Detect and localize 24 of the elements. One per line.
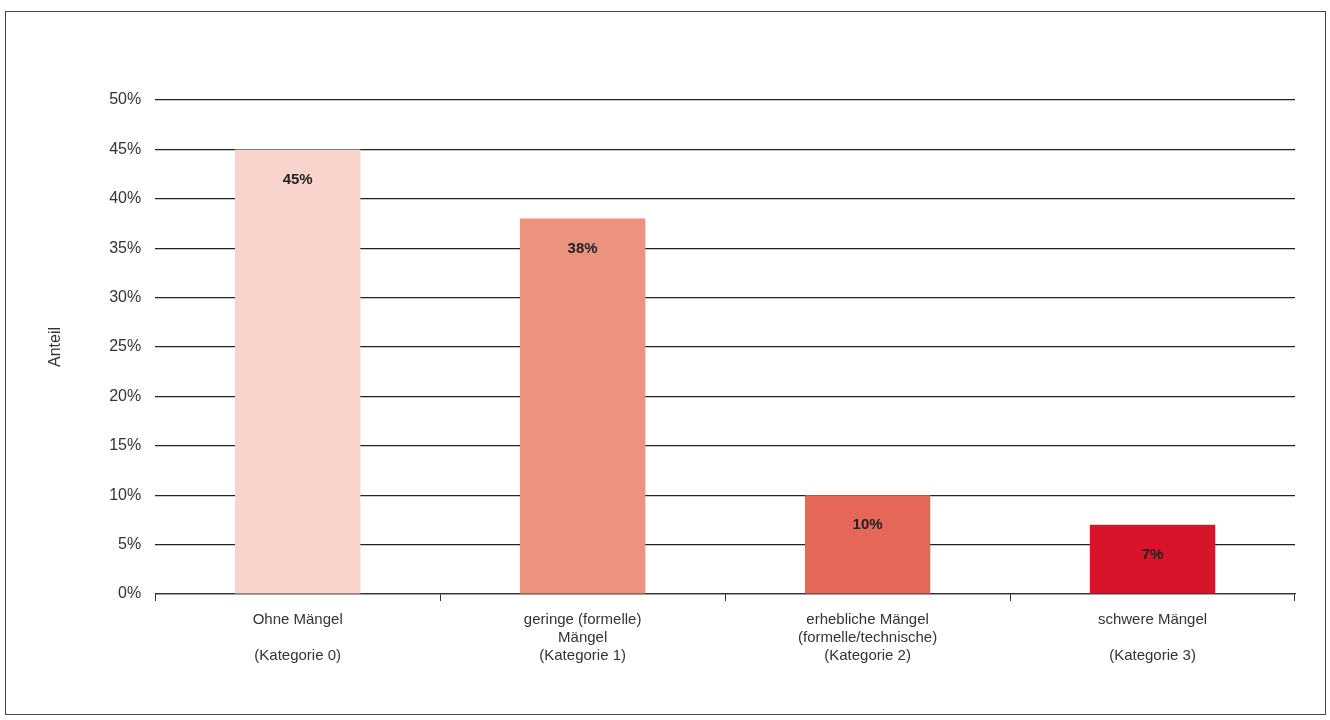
category-label: schwere Mängel (Kategorie 3)	[1097, 610, 1208, 664]
bar	[804, 495, 931, 594]
category-label: Ohne Mängel (Kategorie 0)	[252, 610, 343, 664]
bar	[1089, 524, 1216, 594]
x-tick-label: erhebliche Mängel (formelle/technische) (Kategorie 2)	[797, 610, 938, 664]
y-tick-label: 0%	[118, 584, 142, 602]
bar	[519, 218, 646, 594]
y-tick-label: 20%	[109, 386, 142, 404]
data-label: 45%	[282, 169, 313, 187]
bar	[235, 149, 361, 594]
x-tick-label: geringe (formelle) Mängel (Kategorie 1)	[523, 610, 642, 664]
y-tick-label: 45%	[109, 139, 142, 157]
y-tick-label: 30%	[109, 288, 142, 306]
y-tick-label: 10%	[109, 485, 142, 503]
y-tick-label: 40%	[109, 189, 142, 207]
y-tick-label: 5%	[118, 535, 142, 553]
data-label: 38%	[567, 238, 598, 256]
y-axis-title: Anteil	[46, 326, 64, 368]
data-label: 10%	[852, 515, 883, 533]
y-tick-label: 25%	[109, 337, 142, 355]
y-tick-label: 35%	[109, 238, 142, 256]
data-label: 7%	[1141, 544, 1164, 562]
y-tick-label: 15%	[109, 436, 142, 454]
y-tick-label: 50%	[109, 90, 142, 108]
